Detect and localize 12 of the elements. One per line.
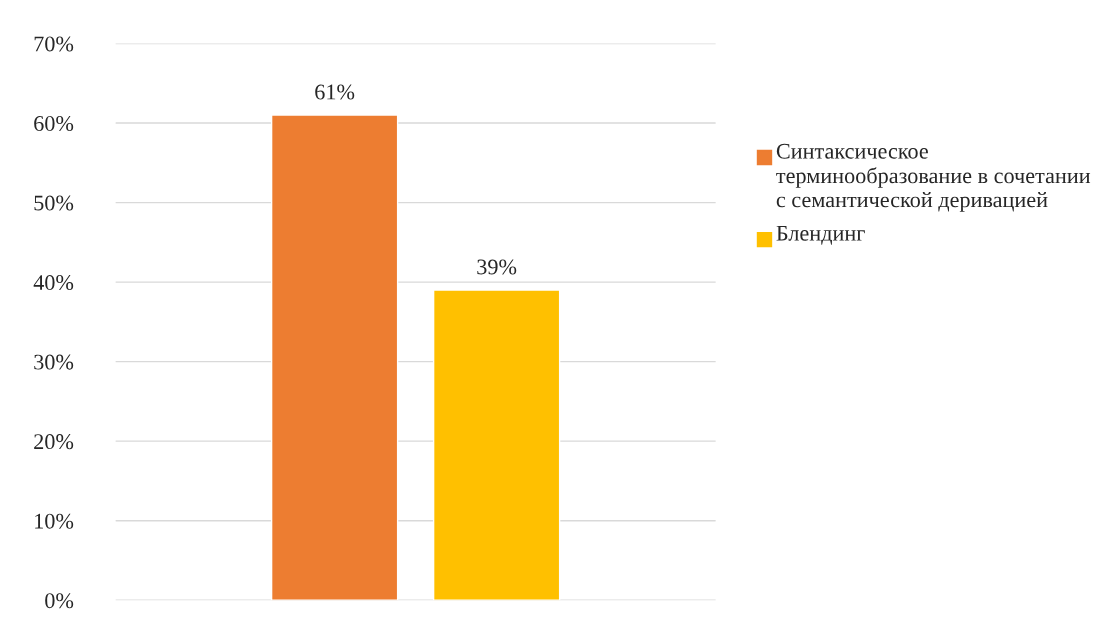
y-tick-label: 30% bbox=[34, 354, 74, 370]
data-label: 61% bbox=[315, 84, 355, 100]
data-label: 39% bbox=[477, 259, 517, 275]
y-tick-label: 40% bbox=[33, 275, 74, 291]
y-tick-label: 20% bbox=[34, 434, 74, 450]
y-tick-label: 60% bbox=[34, 116, 74, 132]
y-tick-label: 70% bbox=[34, 36, 74, 52]
y-tick-label: 10% bbox=[35, 513, 74, 529]
y-tick-label: 0% bbox=[45, 593, 74, 609]
legend-label: Синтаксическое терминообразование в сочетании с семантической деривацией bbox=[776, 143, 1091, 212]
y-tick-label: 50% bbox=[34, 195, 74, 211]
legend-label: Блендинг bbox=[776, 225, 865, 245]
